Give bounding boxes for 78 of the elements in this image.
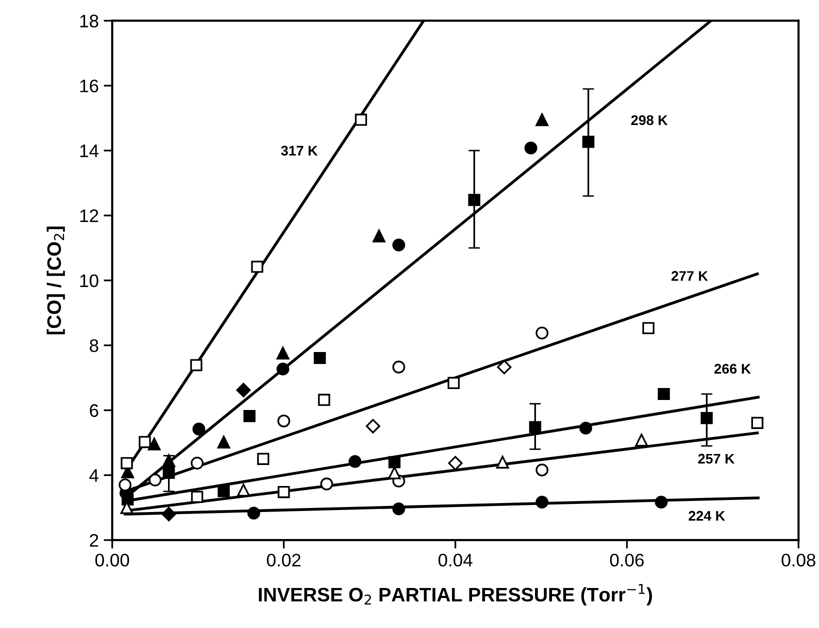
- point: [251, 260, 264, 273]
- point: [138, 436, 151, 448]
- x-tick-label: 0.08: [782, 554, 816, 567]
- point: [276, 362, 290, 376]
- point: [388, 456, 400, 468]
- point: [448, 456, 463, 470]
- x-tick-label: 0.00: [95, 554, 130, 567]
- point: [218, 485, 230, 498]
- y-tick-label: 14: [80, 144, 98, 158]
- point: [148, 438, 161, 450]
- point: [536, 496, 548, 508]
- point: [247, 506, 260, 520]
- point: [448, 376, 460, 390]
- series-label: 224 K: [688, 510, 726, 521]
- y-tick-label: 18: [80, 14, 98, 28]
- point: [348, 455, 362, 468]
- point: [190, 359, 202, 372]
- point: [392, 502, 406, 516]
- point: [278, 486, 290, 498]
- point: [237, 484, 250, 496]
- point: [191, 490, 204, 503]
- point: [318, 394, 330, 406]
- point: [658, 388, 670, 400]
- point: [118, 478, 132, 492]
- point: [529, 421, 542, 434]
- series-label: 298 K: [631, 115, 668, 126]
- point: [162, 466, 175, 479]
- point: [654, 496, 668, 508]
- point: [751, 416, 764, 429]
- point: [496, 456, 509, 469]
- y-tick-label: 12: [80, 209, 98, 222]
- point: [468, 194, 480, 206]
- point: [524, 142, 538, 154]
- point: [366, 418, 380, 434]
- y-tick-label: 8: [90, 339, 98, 352]
- point: [536, 464, 548, 476]
- point: [536, 113, 548, 126]
- x-tick-label: 0.04: [438, 554, 472, 567]
- point: [217, 436, 230, 448]
- y-tick-label: 4: [89, 469, 98, 482]
- y-tick-label: 2: [90, 534, 98, 547]
- point: [320, 478, 334, 490]
- point: [314, 352, 326, 364]
- point: [120, 457, 133, 470]
- point: [148, 474, 162, 486]
- point: [392, 238, 406, 252]
- series-label: 266 K: [714, 364, 751, 374]
- point: [635, 434, 648, 446]
- point: [236, 382, 251, 398]
- point: [388, 466, 401, 480]
- point: [536, 326, 548, 340]
- point: [277, 414, 290, 428]
- x-tick-label: 0.02: [266, 554, 300, 567]
- point: [122, 493, 134, 506]
- point: [582, 136, 594, 148]
- point: [497, 360, 512, 374]
- point: [192, 422, 206, 436]
- point: [392, 360, 406, 374]
- point: [243, 410, 256, 422]
- series-label: 317 K: [281, 146, 318, 156]
- point: [257, 452, 270, 465]
- y-axis-title: [CO] / [CO$_{2}$]: [46, 226, 65, 334]
- point: [276, 346, 290, 360]
- point: [579, 422, 592, 434]
- point: [162, 454, 176, 467]
- x-tick-label: 0.06: [610, 554, 644, 567]
- point: [642, 322, 654, 334]
- point: [190, 456, 204, 470]
- point: [354, 114, 368, 126]
- series-label: 277 K: [672, 271, 708, 281]
- series-label: 257 K: [698, 454, 735, 464]
- y-tick-label: 16: [80, 80, 98, 92]
- point: [700, 412, 713, 424]
- point: [162, 506, 176, 522]
- x-axis-title: INVERSE O$_{2}$ PARTIAL PRESSURE (Torr$^{−1}$): [258, 584, 652, 606]
- y-tick-label: 6: [90, 404, 98, 417]
- y-tick-label: 10: [80, 274, 98, 288]
- point: [372, 230, 386, 242]
